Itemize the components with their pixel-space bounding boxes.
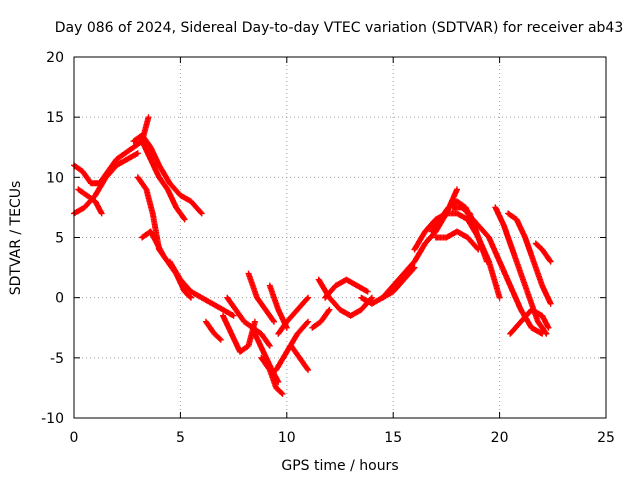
series-arc-7 xyxy=(139,228,167,259)
series-arc-31 xyxy=(507,306,552,337)
y-tick-label: 10 xyxy=(46,170,64,186)
series-arc-14 xyxy=(251,330,282,385)
data-point-markers xyxy=(266,282,290,331)
x-axis-ticks: 0 5 10 15 20 25 xyxy=(70,57,615,446)
data-point-markers xyxy=(202,318,224,343)
series-layer xyxy=(71,114,554,397)
y-tick-label: 0 xyxy=(55,291,64,307)
x-tick-label: 15 xyxy=(384,430,402,446)
series-arc-18 xyxy=(288,342,312,373)
y-axis-label: SDTVAR / TECUs xyxy=(8,181,24,296)
series-arc-5 xyxy=(139,138,188,223)
data-point-markers xyxy=(464,210,546,337)
data-point-markers xyxy=(322,276,371,301)
series-arc-17 xyxy=(266,282,290,331)
y-tick-label: -5 xyxy=(50,351,64,367)
data-point-markers xyxy=(411,210,503,301)
series-arc-30 xyxy=(505,210,554,307)
data-point-markers xyxy=(273,318,312,373)
data-point-markers xyxy=(139,228,167,259)
series-arc-12 xyxy=(245,270,277,325)
grid-lines xyxy=(74,57,606,418)
data-point-markers xyxy=(251,330,282,385)
data-point-markers xyxy=(71,114,152,187)
y-tick-label: -10 xyxy=(41,411,64,427)
data-point-markers xyxy=(532,240,554,265)
data-point-markers xyxy=(505,210,554,307)
data-point-markers xyxy=(130,132,205,217)
data-point-markers xyxy=(71,150,141,217)
data-point-markers xyxy=(75,186,105,217)
series-arc-9 xyxy=(202,318,224,343)
chart-title: Day 086 of 2024, Sidereal Day-to-day VTE… xyxy=(55,20,624,36)
series-arc-32 xyxy=(532,240,554,265)
x-axis-label: GPS time / hours xyxy=(281,458,398,474)
x-tick-label: 10 xyxy=(278,430,296,446)
series-arc-28 xyxy=(464,210,546,337)
x-tick-label: 0 xyxy=(70,430,79,446)
data-point-markers xyxy=(245,270,277,325)
data-point-markers xyxy=(432,228,482,253)
plot-frame xyxy=(73,56,607,419)
y-tick-label: 5 xyxy=(55,231,64,247)
series-arc-26 xyxy=(432,228,482,253)
series-arc-4 xyxy=(130,132,205,217)
series-arc-19 xyxy=(309,306,333,331)
series-arc-3 xyxy=(75,186,105,217)
series-arc-8 xyxy=(166,258,237,319)
x-tick-label: 20 xyxy=(491,430,509,446)
series-arc-11 xyxy=(224,294,273,349)
y-tick-label: 20 xyxy=(46,50,64,66)
y-axis-ticks: -10 -5 0 5 10 15 20 xyxy=(41,50,606,427)
data-point-markers xyxy=(309,306,333,331)
data-point-markers xyxy=(288,342,312,373)
x-tick-label: 25 xyxy=(597,430,615,446)
series-arc-1 xyxy=(71,114,152,187)
data-point-markers xyxy=(166,258,237,319)
data-point-markers xyxy=(139,138,188,223)
data-point-markers xyxy=(224,294,273,349)
series-arc-21 xyxy=(322,276,371,301)
series-arc-24 xyxy=(411,210,503,301)
data-point-markers xyxy=(507,306,552,337)
series-arc-15 xyxy=(273,318,312,373)
y-tick-label: 15 xyxy=(46,110,64,126)
series-arc-2 xyxy=(71,150,141,217)
x-tick-label: 5 xyxy=(176,430,185,446)
